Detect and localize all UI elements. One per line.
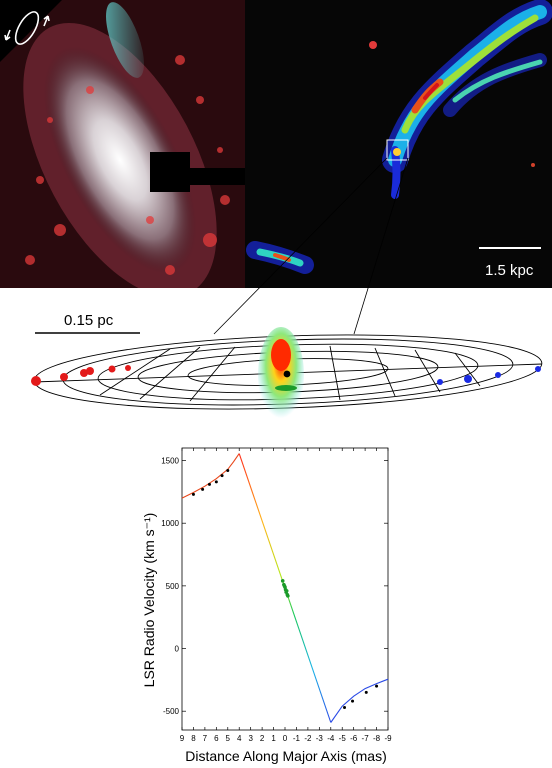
x-tick-label: -2 <box>304 734 312 743</box>
data-point-systemic <box>286 594 290 598</box>
x-tick-label: 9 <box>180 734 185 743</box>
rotation-orientation-icon <box>4 11 50 45</box>
data-point-red <box>207 482 211 486</box>
data-point-blue <box>351 699 355 703</box>
curve-keplerian-red <box>181 453 240 499</box>
x-tick-label: 6 <box>214 734 219 743</box>
x-tick-label: -9 <box>384 734 392 743</box>
x-tick-label: -1 <box>293 734 301 743</box>
data-point-systemic <box>284 589 289 593</box>
x-tick-label: 8 <box>191 734 196 743</box>
x-tick-label: -5 <box>339 734 347 743</box>
data-point-blue <box>343 705 347 709</box>
maser-disk-schematic <box>31 157 543 423</box>
x-tick-label: -6 <box>350 734 358 743</box>
optical-galaxy-image <box>0 0 245 288</box>
zoom-connector-right <box>353 157 409 335</box>
x-tick-label: 1 <box>271 734 276 743</box>
y-tick-label: 500 <box>166 582 180 591</box>
x-tick-label: 3 <box>248 734 253 743</box>
y-tick-label: -500 <box>163 707 180 716</box>
zoom-box <box>386 139 409 161</box>
y-axis-label: LSR Radio Velocity (km s⁻¹) <box>141 513 157 688</box>
x-tick-label: 0 <box>283 734 288 743</box>
x-tick-label: -8 <box>373 734 381 743</box>
x-tick-label: 4 <box>237 734 242 743</box>
data-point-systemic <box>280 579 285 583</box>
x-tick-label: 2 <box>260 734 265 743</box>
x-tick-label: -7 <box>362 734 370 743</box>
y-tick-label: 1000 <box>161 519 179 528</box>
data-point-systemic <box>282 584 287 588</box>
y-tick-label: 0 <box>175 645 180 654</box>
x-tick-label: 5 <box>226 734 231 743</box>
data-point-red <box>226 469 230 473</box>
data-point-red <box>220 474 224 478</box>
data-point-red <box>214 480 218 484</box>
y-tick-label: 1500 <box>161 457 179 466</box>
data-point-red <box>191 492 195 496</box>
data-point-blue <box>375 684 379 688</box>
x-tick-label: 7 <box>203 734 208 743</box>
x-axis-label: Distance Along Major Axis (mas) <box>185 748 387 764</box>
x-tick-label: -3 <box>316 734 324 743</box>
curve-keplerian-blue <box>330 678 389 723</box>
data-point-red <box>201 487 205 491</box>
data-point-blue <box>364 690 368 694</box>
x-tick-label: -4 <box>327 734 335 743</box>
radio-jet-image: 1.5 kpc <box>245 0 552 288</box>
zoom-connector-left <box>213 157 388 335</box>
scale-label-kpc: 1.5 kpc <box>485 262 534 279</box>
scale-label-pc: 0.15 pc <box>64 312 114 329</box>
